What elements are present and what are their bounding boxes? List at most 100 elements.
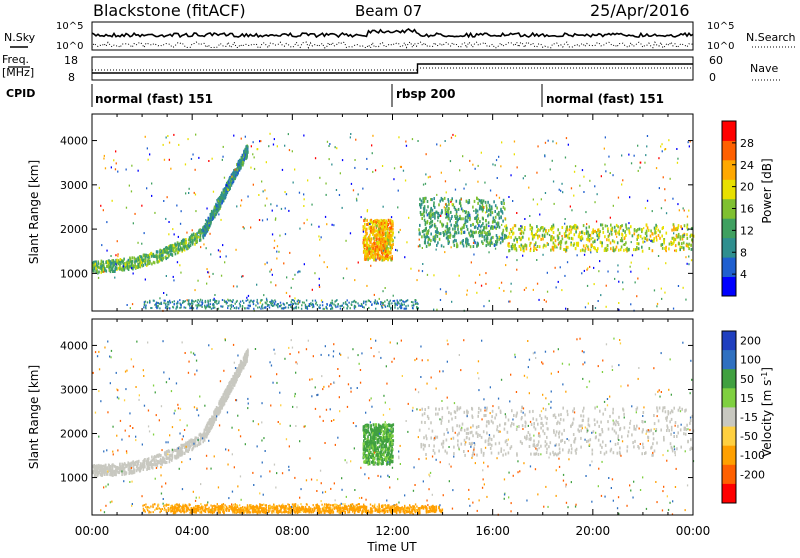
scatter-cell	[312, 300, 313, 302]
scatter-cell	[347, 304, 348, 306]
scatter-cell	[245, 154, 247, 157]
scatter-cell	[532, 238, 534, 241]
scatter-cell	[430, 207, 432, 210]
scatter-cell	[630, 225, 632, 228]
scatter-cell	[213, 416, 215, 419]
scatter-cell	[362, 306, 363, 308]
scatter-cell	[372, 135, 373, 137]
scatter-cell	[195, 436, 197, 439]
scatter-cell	[185, 163, 186, 165]
scatter-cell	[673, 232, 674, 234]
scatter-cell	[430, 233, 432, 236]
scatter-cell	[508, 196, 509, 198]
scatter-cell	[376, 238, 378, 241]
scatter-cell	[147, 301, 148, 303]
scatter-cell	[241, 368, 243, 371]
scatter-cell	[484, 239, 486, 242]
scatter-cell	[192, 229, 193, 231]
scatter-cell	[200, 299, 201, 301]
scatter-cell	[679, 248, 681, 251]
scatter-cell	[385, 247, 387, 250]
scatter-cell	[216, 406, 218, 409]
scatter-cell	[682, 228, 683, 230]
scatter-cell	[151, 183, 152, 185]
scatter-cell	[600, 223, 602, 226]
scatter-cell	[461, 198, 462, 200]
scatter-cell	[167, 196, 168, 198]
scatter-cell	[212, 273, 213, 275]
scatter-cell	[234, 373, 236, 376]
scatter-cell	[152, 463, 154, 466]
scatter-cell	[607, 244, 609, 247]
scatter-cell	[319, 177, 320, 179]
scatter-cell	[285, 306, 286, 308]
scatter-cell	[584, 254, 585, 256]
scatter-cell	[366, 158, 367, 160]
scatter-cell	[582, 248, 584, 251]
scatter-cell	[210, 299, 211, 301]
scatter-cell	[103, 271, 104, 273]
scatter-cell	[232, 173, 234, 176]
scatter-cell	[529, 224, 531, 227]
scatter-cell	[434, 212, 436, 215]
scatter-cell	[264, 189, 265, 191]
scatter-cell	[178, 144, 179, 146]
scatter-cell	[477, 227, 479, 230]
scatter-cell	[263, 294, 264, 296]
scatter-cell	[504, 208, 506, 211]
scatter-cell	[466, 200, 468, 203]
scatter-cell	[617, 231, 619, 234]
scatter-cell	[378, 251, 380, 254]
scatter-cell	[470, 224, 472, 227]
scatter-cell	[607, 230, 609, 233]
scatter-cell	[191, 303, 192, 305]
scatter-cell	[219, 408, 221, 411]
scatter-cell	[218, 213, 219, 215]
scatter-cell	[577, 254, 578, 256]
scatter-cell	[602, 227, 604, 230]
scatter-cell	[559, 189, 560, 191]
scatter-cell	[406, 145, 407, 147]
scatter-cell	[585, 211, 586, 213]
scatter-cell	[269, 307, 270, 309]
scatter-cell	[452, 228, 454, 231]
scatter-cell	[397, 304, 398, 306]
scatter-cell	[260, 300, 261, 302]
scatter-cell	[455, 135, 456, 137]
scatter-cell	[187, 441, 189, 444]
scatter-cell	[594, 283, 595, 285]
scatter-cell	[105, 261, 107, 264]
scatter-cell	[381, 302, 382, 304]
nsky-panel: N.Sky 10^5 10^0 10^5 10^0 N.Search	[4, 21, 796, 52]
nsearch-label: N.Search	[746, 31, 796, 44]
scatter-cell	[668, 139, 669, 141]
scatter-cell	[623, 249, 625, 252]
scatter-cell	[482, 217, 484, 220]
scatter-cell	[446, 293, 447, 295]
scatter-cell	[388, 252, 390, 255]
scatter-cell	[335, 305, 336, 307]
scatter-cell	[456, 200, 458, 203]
scatter-cell	[176, 205, 177, 207]
scatter-cell	[141, 205, 142, 207]
scatter-cell	[167, 450, 169, 453]
scatter-cell	[321, 236, 322, 238]
cpid-segment-2: rbsp 200	[396, 87, 455, 101]
scatter-cell	[222, 299, 223, 301]
scatter-cell	[163, 200, 164, 202]
scatter-cell	[566, 137, 567, 139]
scatter-cell	[164, 300, 165, 302]
scatter-cell	[121, 468, 123, 471]
scatter-cell	[149, 153, 150, 155]
scatter-cell	[112, 200, 113, 202]
scatter-cell	[222, 405, 224, 408]
scatter-cell	[98, 262, 100, 265]
scatter-cell	[503, 290, 504, 292]
scatter-cell	[433, 309, 434, 311]
scatter-cell	[588, 303, 589, 305]
scatter-cell	[223, 195, 225, 198]
scatter-cell	[691, 238, 693, 241]
scatter-cell	[642, 241, 644, 244]
scatter-cell	[116, 468, 118, 471]
scatter-cell	[567, 236, 569, 239]
